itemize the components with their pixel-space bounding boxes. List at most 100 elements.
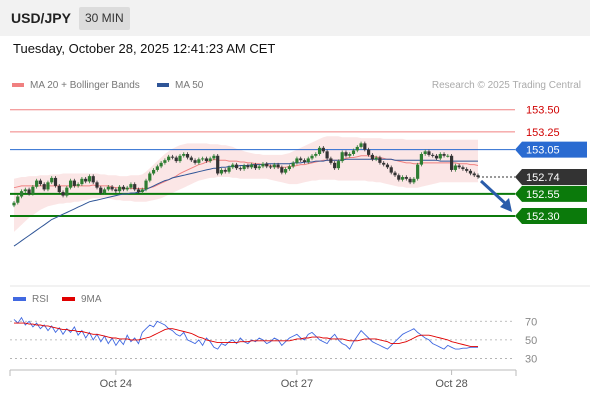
level-label-pivot: 153.05 bbox=[526, 145, 560, 157]
candle-body bbox=[148, 173, 152, 181]
candle-body bbox=[393, 172, 397, 176]
credit-text: Research © 2025 Trading Central bbox=[431, 80, 581, 91]
candle-body bbox=[367, 149, 371, 155]
candle-body bbox=[189, 157, 193, 161]
candle-body bbox=[400, 177, 405, 180]
candle-body bbox=[329, 158, 333, 163]
candle-body bbox=[204, 158, 208, 162]
rsi-tick-label: 30 bbox=[525, 353, 537, 365]
candle-body bbox=[87, 176, 92, 182]
candle-body bbox=[219, 169, 224, 174]
rsi-tick-label: 70 bbox=[525, 316, 537, 328]
candle-body bbox=[397, 175, 401, 180]
candle-body bbox=[84, 178, 88, 182]
candle-body bbox=[250, 164, 254, 168]
candle-body bbox=[253, 164, 258, 169]
candle-body bbox=[412, 178, 416, 183]
legend-label-9ma: 9MA bbox=[81, 294, 102, 305]
candle-body bbox=[216, 155, 220, 174]
candle-body bbox=[446, 155, 450, 157]
candle-body bbox=[50, 177, 54, 183]
candle-body bbox=[340, 152, 344, 162]
candle-body bbox=[382, 162, 386, 165]
legend-label-rsi: RSI bbox=[32, 294, 49, 305]
candle-body bbox=[201, 158, 205, 160]
candle-body bbox=[155, 166, 159, 170]
candle-body bbox=[276, 164, 280, 168]
candle-body bbox=[91, 176, 95, 183]
candle-body bbox=[295, 158, 299, 163]
candle-body bbox=[242, 165, 246, 170]
candle-body bbox=[265, 163, 269, 167]
candle-body bbox=[38, 180, 43, 185]
level-tag-pivot bbox=[515, 141, 587, 158]
candle-body bbox=[261, 163, 265, 167]
candle-body bbox=[468, 170, 473, 174]
candle-body bbox=[178, 155, 182, 162]
candle-body bbox=[163, 160, 167, 163]
bollinger-band-area bbox=[14, 136, 478, 232]
candle-body bbox=[167, 156, 171, 161]
candle-body bbox=[197, 159, 201, 163]
candle-body bbox=[363, 143, 367, 150]
candle-body bbox=[23, 189, 27, 192]
candle-body bbox=[121, 186, 125, 190]
candle-body bbox=[234, 164, 239, 169]
legend-item-ma50: MA 50 bbox=[157, 80, 203, 91]
candle-body bbox=[472, 173, 476, 176]
candle-body bbox=[208, 158, 212, 162]
price-levels bbox=[10, 109, 515, 217]
candle-body bbox=[465, 169, 469, 171]
candle-body bbox=[46, 182, 50, 190]
forecast-arrow-head bbox=[500, 198, 512, 212]
candle-body bbox=[389, 167, 393, 173]
bollinger-bands bbox=[14, 136, 478, 232]
candle-body bbox=[314, 154, 318, 156]
candle-body bbox=[287, 166, 291, 170]
legend-label-ma50: MA 50 bbox=[175, 80, 204, 91]
candle-body bbox=[272, 164, 276, 168]
candle-body bbox=[151, 169, 156, 174]
legend-swatch-9ma bbox=[62, 297, 75, 301]
interval-button[interactable]: 30 MIN bbox=[79, 7, 130, 30]
candle-body bbox=[431, 154, 435, 156]
candle-body bbox=[359, 143, 363, 147]
candle-body bbox=[370, 154, 374, 160]
candle-body bbox=[212, 155, 216, 159]
ma20-line bbox=[13, 155, 479, 189]
candle-body bbox=[227, 167, 231, 172]
candle-body bbox=[76, 184, 80, 186]
legend-swatch-ma20 bbox=[12, 83, 24, 88]
header-bar: USD/JPY 30 MIN bbox=[0, 0, 590, 36]
candle-body bbox=[299, 158, 303, 161]
candle-body bbox=[438, 154, 442, 159]
candle-body bbox=[434, 155, 439, 159]
candles bbox=[12, 141, 480, 208]
candle-body bbox=[129, 184, 133, 188]
candle-body bbox=[42, 184, 46, 190]
candle-body bbox=[136, 189, 141, 193]
candle-body bbox=[12, 202, 16, 206]
ma50-line bbox=[13, 158, 478, 247]
candle-body bbox=[174, 157, 178, 162]
candle-body bbox=[159, 162, 163, 167]
candle-body bbox=[231, 164, 235, 168]
candle-body bbox=[378, 157, 382, 163]
candle-body bbox=[238, 168, 242, 170]
candle-body bbox=[317, 147, 322, 154]
candle-body bbox=[170, 156, 175, 158]
candle-body bbox=[19, 191, 24, 197]
time-axis-label: Oct 24 bbox=[100, 378, 132, 390]
candle-body bbox=[102, 189, 107, 193]
level-label-support: 152.55 bbox=[526, 189, 560, 201]
candle-body bbox=[457, 165, 461, 168]
time-axis-label: Oct 27 bbox=[281, 378, 313, 390]
candle-body bbox=[193, 160, 197, 163]
candle-body bbox=[325, 151, 329, 159]
level-tag-support bbox=[515, 208, 587, 224]
candle-body bbox=[182, 154, 186, 156]
level-tag-support bbox=[515, 185, 587, 202]
level-tag-current bbox=[515, 169, 587, 186]
candle-body bbox=[118, 186, 122, 192]
candle-body bbox=[72, 180, 76, 186]
